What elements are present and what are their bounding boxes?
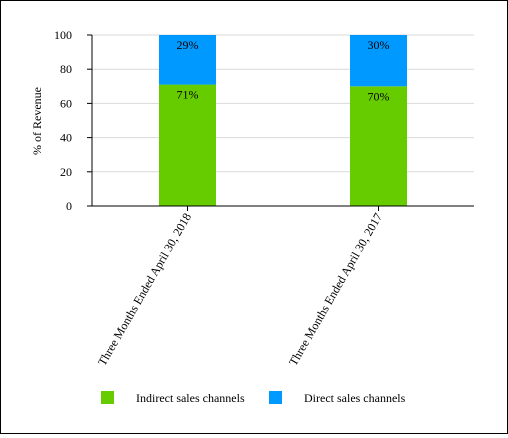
data-label: 70% bbox=[368, 89, 390, 103]
legend-swatch bbox=[101, 391, 114, 404]
data-label: 71% bbox=[177, 88, 199, 102]
bar-segment bbox=[159, 35, 216, 85]
legend-swatch bbox=[269, 391, 282, 404]
x-tick-label: Three Months Ended April 30, 2017 bbox=[286, 211, 385, 369]
legend-label: Direct sales channels bbox=[304, 391, 406, 405]
data-label: 30% bbox=[368, 38, 390, 52]
bars bbox=[159, 35, 407, 206]
gridlines bbox=[92, 34, 474, 173]
bar-segment bbox=[350, 86, 407, 206]
y-tick-label: 20 bbox=[60, 165, 72, 179]
x-tick-label: Three Months Ended April 30, 2018 bbox=[95, 211, 194, 369]
y-tick-labels: 0 20 40 60 80 100 bbox=[54, 28, 72, 213]
y-axis-label: % of Revenue bbox=[30, 87, 44, 155]
axes bbox=[87, 34, 474, 211]
legend: Indirect sales channels Direct sales chan… bbox=[101, 391, 406, 405]
y-tick-label: 40 bbox=[60, 131, 72, 145]
y-tick-label: 0 bbox=[66, 199, 72, 213]
bar-segment bbox=[159, 84, 216, 206]
data-labels: 71% 29% 70% 30% bbox=[177, 38, 390, 103]
data-label: 29% bbox=[177, 38, 199, 52]
legend-label: Indirect sales channels bbox=[136, 391, 245, 405]
y-tick-label: 60 bbox=[60, 96, 72, 110]
bar-segment bbox=[350, 35, 407, 87]
x-tick-labels: Three Months Ended April 30, 2018 Three M… bbox=[95, 211, 385, 369]
y-tick-label: 80 bbox=[60, 62, 72, 76]
y-tick-label: 100 bbox=[54, 28, 72, 42]
